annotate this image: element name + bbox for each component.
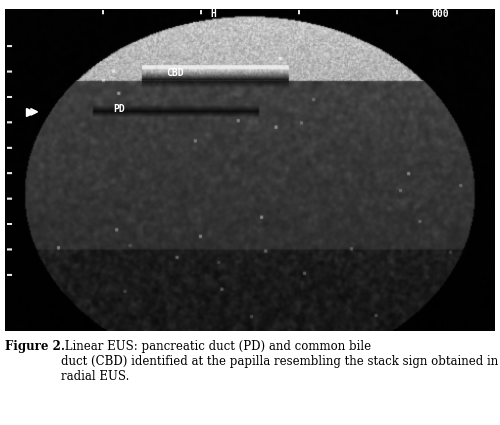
Text: 000: 000	[432, 8, 449, 19]
Text: Linear EUS: pancreatic duct (PD) and common bile
duct (CBD) identified at the pa: Linear EUS: pancreatic duct (PD) and com…	[62, 340, 498, 383]
Text: H: H	[211, 8, 216, 19]
Text: PD: PD	[113, 104, 124, 114]
Text: CBD: CBD	[166, 68, 184, 78]
Text: Figure 2.: Figure 2.	[5, 340, 65, 353]
